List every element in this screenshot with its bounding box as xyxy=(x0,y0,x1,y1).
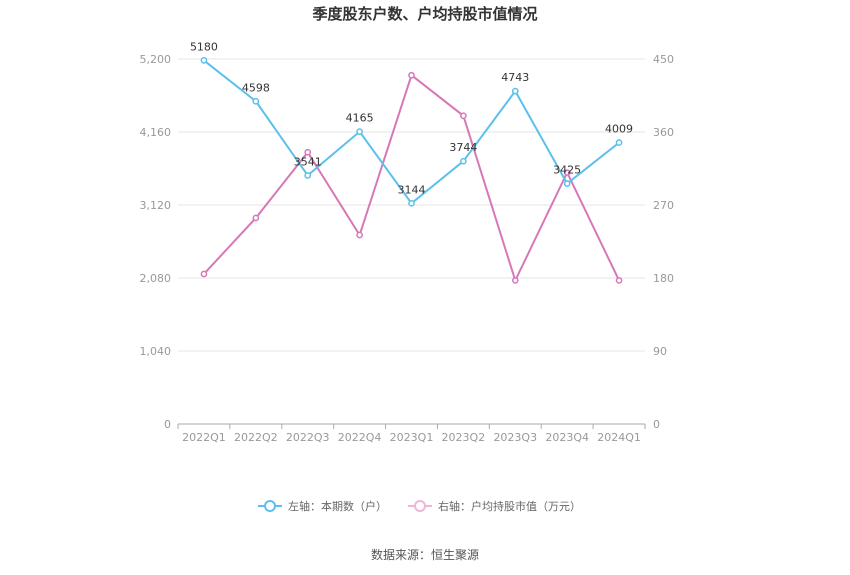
x-axis: 2022Q1 2022Q2 2022Q3 2022Q4 2023Q1 2023Q2 2023… xyxy=(177,423,646,444)
data-point-left[interactable] xyxy=(304,172,312,179)
chart-title: 季度股东户数、户均持股市值情况 xyxy=(312,5,537,23)
x-tick-label: 2022Q1 xyxy=(182,431,226,444)
data-point-left[interactable] xyxy=(252,97,260,105)
data-point-left[interactable] xyxy=(408,199,415,207)
data-point-right[interactable] xyxy=(200,270,208,278)
legend[interactable]: 左轴：本期数（户） 右轴：户均持股市值（万元） xyxy=(258,499,581,513)
source-note: 数据来源：恒生聚源 xyxy=(371,547,479,562)
right-tick-label: 180 xyxy=(653,272,674,285)
data-point-left[interactable] xyxy=(200,57,208,64)
data-label: 3541 xyxy=(294,155,322,168)
right-tick-label: 450 xyxy=(653,53,674,66)
data-point-right[interactable] xyxy=(563,169,571,176)
x-tick-label: 2023Q4 xyxy=(545,431,589,444)
legend-label-right: 右轴：户均持股市值（万元） xyxy=(438,499,581,513)
left-tick-label: 1,040 xyxy=(140,345,172,358)
data-point-right[interactable] xyxy=(511,277,519,284)
data-point-right[interactable] xyxy=(252,214,260,222)
right-tick-label: 90 xyxy=(653,345,667,358)
right-axis-ticks: 0 90 180 270 360 450 xyxy=(653,53,674,431)
data-point-right[interactable] xyxy=(356,231,363,239)
series-line-right xyxy=(203,73,620,284)
data-label: 3744 xyxy=(449,141,477,154)
left-tick-label: 3,120 xyxy=(140,199,172,212)
data-point-left[interactable] xyxy=(563,180,571,187)
data-label: 4743 xyxy=(501,71,529,84)
data-label: 3425 xyxy=(553,164,581,177)
data-label: 4165 xyxy=(346,112,374,125)
data-point-right[interactable] xyxy=(460,112,467,120)
legend-label-left: 左轴：本期数（户） xyxy=(288,499,387,513)
legend-marker-right-icon xyxy=(414,500,426,512)
data-labels: 5180 4598 3541 4165 3144 3744 4743 3425 4009 xyxy=(190,40,633,196)
data-point-right[interactable] xyxy=(615,277,623,284)
left-tick-label: 5,200 xyxy=(140,53,172,66)
right-tick-label: 360 xyxy=(653,126,674,139)
legend-item-left-series[interactable]: 左轴：本期数（户） xyxy=(258,499,387,513)
right-tick-label: 270 xyxy=(653,199,674,212)
left-axis-ticks: 0 1,040 2,080 3,120 4,160 5,200 xyxy=(140,53,172,431)
legend-marker-left-icon xyxy=(264,500,276,512)
x-tick-label: 2022Q4 xyxy=(338,431,382,444)
data-label: 4009 xyxy=(605,123,633,136)
right-tick-label: 0 xyxy=(653,418,660,431)
data-point-left[interactable] xyxy=(511,87,519,95)
data-point-right[interactable] xyxy=(408,71,415,79)
x-tick-label: 2023Q1 xyxy=(390,431,434,444)
x-tick-label: 2022Q2 xyxy=(234,431,278,444)
series-layer xyxy=(200,57,623,284)
left-tick-label: 2,080 xyxy=(140,272,172,285)
x-tick-label: 2022Q3 xyxy=(286,431,330,444)
x-tick-label: 2023Q3 xyxy=(493,431,537,444)
data-point-left[interactable] xyxy=(460,157,467,165)
data-label: 5180 xyxy=(190,40,218,53)
data-point-right[interactable] xyxy=(304,148,312,156)
data-label: 4598 xyxy=(242,81,270,94)
x-tick-label: 2024Q1 xyxy=(597,431,641,444)
x-tick-label: 2023Q2 xyxy=(442,431,486,444)
data-point-left[interactable] xyxy=(356,128,363,135)
data-label: 3144 xyxy=(398,183,426,196)
left-tick-label: 0 xyxy=(164,418,171,431)
left-tick-label: 4,160 xyxy=(140,126,172,139)
legend-item-right-series[interactable]: 右轴：户均持股市值（万元） xyxy=(408,499,581,513)
data-point-left[interactable] xyxy=(615,139,623,146)
